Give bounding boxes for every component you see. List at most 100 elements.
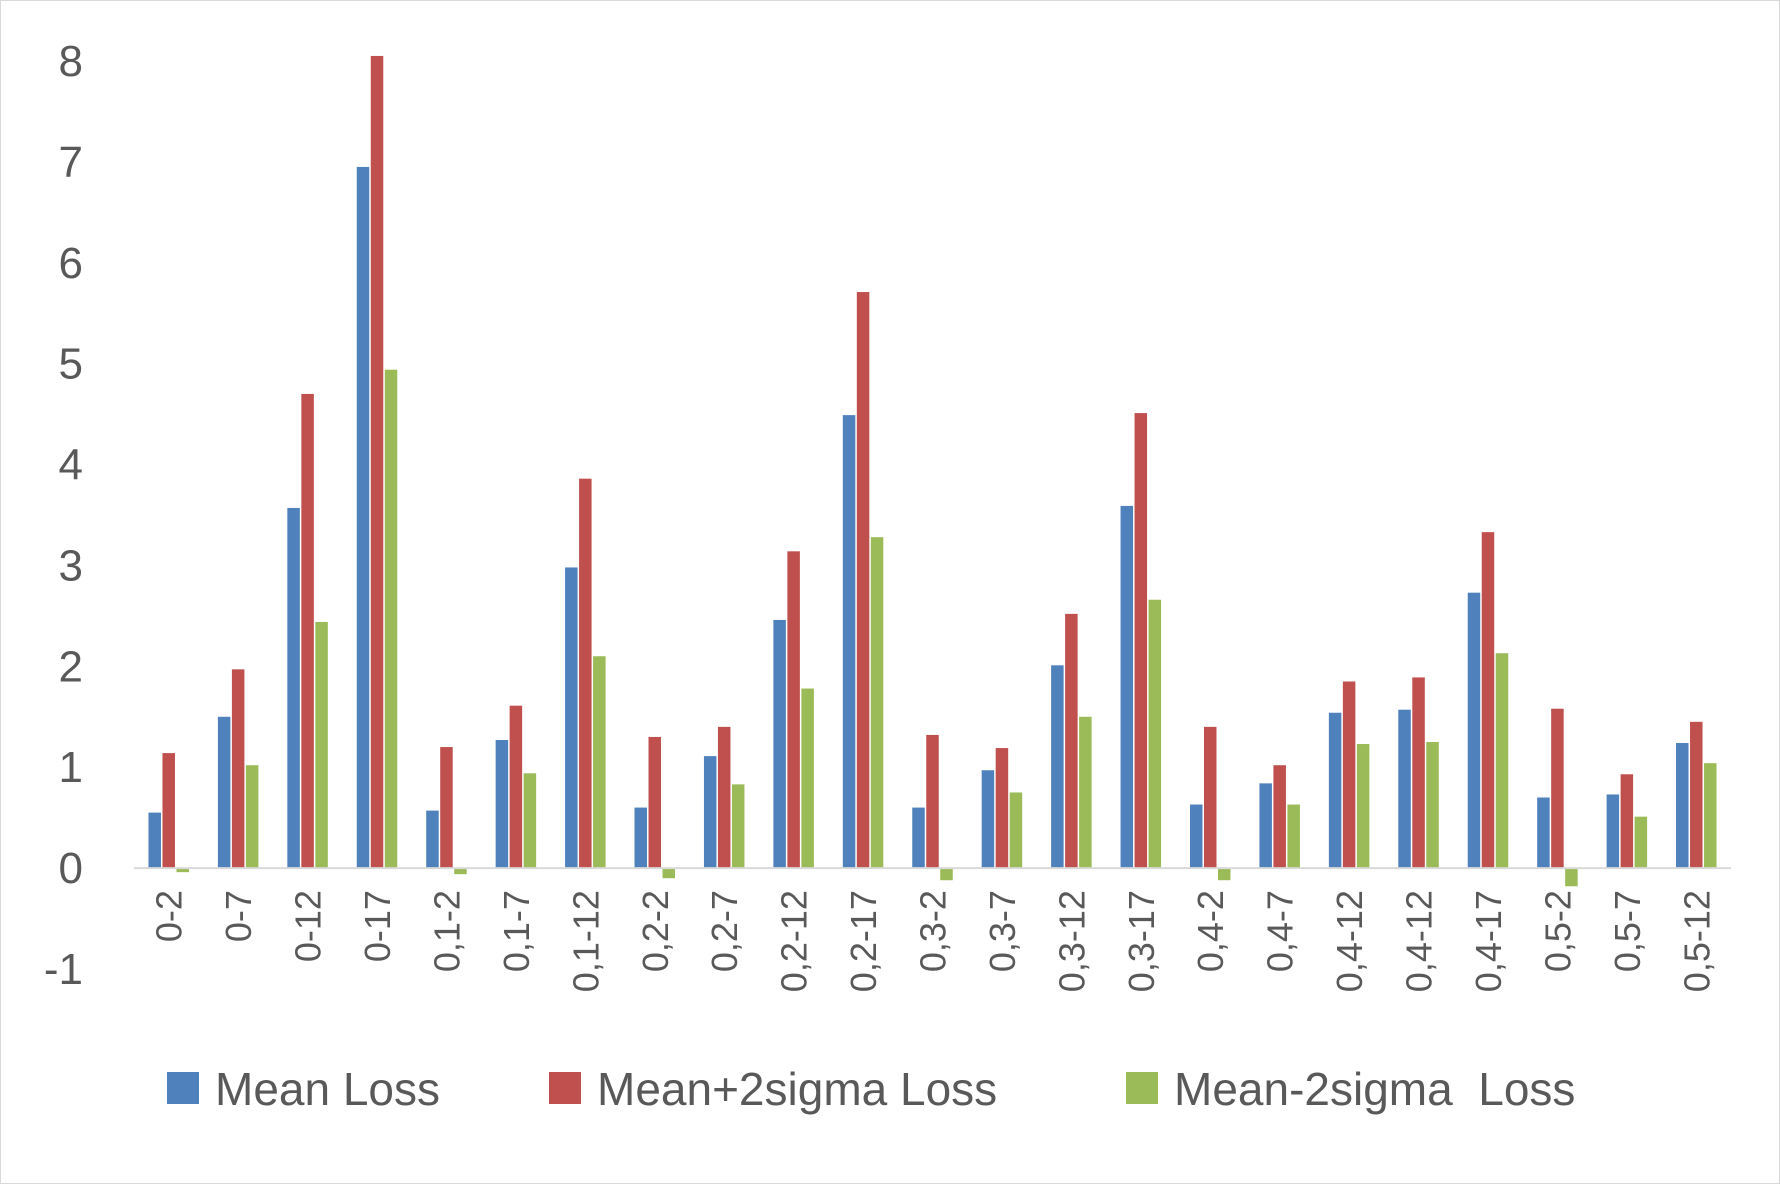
x-tick-label: 0,1-2 [426, 890, 467, 972]
x-tick-label: 0,2-17 [843, 890, 884, 992]
bar-mean-2sigma-loss-18 [1412, 677, 1425, 869]
bar-mean-loss-14 [1120, 505, 1134, 869]
bar-mean-loss-10 [842, 415, 856, 869]
bar-mean-2sigma-loss-11 [940, 868, 953, 881]
legend-swatch [167, 1072, 199, 1104]
legend-label: Mean Loss [215, 1063, 440, 1115]
y-tick-label: 8 [59, 37, 83, 86]
bar-mean-2sigma-loss-11 [926, 734, 939, 869]
bar-mean-2sigma-loss-20 [1565, 868, 1578, 887]
x-tick-label: 0,2-7 [704, 890, 745, 972]
y-tick-label: 0 [59, 844, 83, 893]
bar-mean-2sigma-loss-5 [523, 773, 537, 869]
x-tick-label: 0,3-12 [1051, 890, 1092, 992]
x-tick-label: 0,1-12 [565, 890, 606, 992]
bar-mean-2sigma-loss-22 [1690, 721, 1703, 869]
x-tick-label: 0,4-12 [1399, 890, 1440, 992]
bar-mean-loss-7 [634, 807, 648, 869]
bar-mean-loss-3 [356, 166, 370, 869]
bar-mean-2sigma-loss-19 [1481, 532, 1495, 869]
x-tick-label: 0,5-7 [1607, 890, 1648, 972]
bar-mean-2sigma-loss-0 [176, 868, 189, 873]
bar-mean-2sigma-loss-8 [731, 784, 745, 869]
bar-mean-2sigma-loss-3 [370, 55, 384, 869]
bar-mean-2sigma-loss-1 [231, 669, 245, 869]
bar-mean-loss-6 [565, 567, 578, 869]
y-axis-ticks: -1 0 1 2 3 4 5 6 7 8 [44, 37, 83, 994]
x-tick-label: 0,1-7 [496, 890, 537, 972]
bar-mean-2sigma-loss-17 [1356, 744, 1370, 869]
bar-mean-loss-18 [1398, 709, 1411, 869]
y-tick-label: -1 [44, 945, 83, 994]
bar-mean-2sigma-loss-9 [787, 551, 800, 869]
x-tick-label: 0-7 [218, 890, 259, 942]
bar-mean-loss-13 [1051, 665, 1064, 869]
bar-mean-2sigma-loss-21 [1620, 774, 1634, 869]
bar-mean-loss-19 [1467, 592, 1481, 869]
bar-mean-2sigma-loss-15 [1217, 868, 1231, 881]
x-axis-labels: 0-2 0-7 0-12 0-17 0,1-2 0,1-7 0,1-12 0,2-2 0,2-7… [149, 890, 1718, 992]
x-tick-label: 0,3-17 [1121, 890, 1162, 992]
bar-mean-2sigma-loss-5 [509, 705, 523, 869]
bar-mean-loss-17 [1328, 712, 1342, 869]
bar-mean-2sigma-loss-6 [579, 478, 592, 869]
bar-mean-2sigma-loss-16 [1287, 804, 1300, 869]
legend: Mean Loss Mean+2sigma Loss Mean-2sigma Los… [167, 1063, 1575, 1115]
bar-mean-2sigma-loss-12 [995, 748, 1009, 869]
y-tick-label: 4 [59, 441, 83, 490]
bar-mean-2sigma-loss-18 [1426, 742, 1439, 869]
bar-mean-2sigma-loss-6 [593, 656, 606, 869]
bar-mean-2sigma-loss-14 [1134, 413, 1148, 869]
legend-swatch [549, 1072, 581, 1104]
bar-mean-2sigma-loss-1 [245, 765, 259, 869]
x-tick-label: 0-17 [357, 890, 398, 962]
bar-mean-2sigma-loss-19 [1495, 653, 1509, 869]
y-tick-label: 1 [59, 743, 83, 792]
bar-mean-loss-22 [1676, 743, 1689, 869]
x-tick-label: 0-12 [288, 890, 329, 962]
bars [148, 55, 1717, 887]
x-tick-label: 0,2-2 [635, 890, 676, 972]
x-tick-label: 0,4-2 [1190, 890, 1231, 972]
bar-mean-loss-20 [1537, 797, 1550, 869]
bar-mean-loss-5 [495, 739, 509, 869]
bar-mean-2sigma-loss-7 [648, 736, 662, 869]
x-tick-label: 0-2 [149, 890, 190, 942]
bar-mean-2sigma-loss-10 [870, 537, 884, 869]
y-tick-label: 3 [59, 541, 83, 590]
bar-mean-loss-15 [1189, 804, 1203, 869]
bar-mean-2sigma-loss-13 [1079, 716, 1092, 869]
bar-mean-2sigma-loss-0 [162, 753, 175, 869]
bar-mean-2sigma-loss-15 [1203, 726, 1217, 869]
bar-mean-2sigma-loss-2 [301, 393, 314, 869]
bar-mean-2sigma-loss-22 [1704, 763, 1717, 869]
bar-mean-loss-0 [148, 812, 161, 869]
legend-label: Mean-2sigma Loss [1174, 1063, 1575, 1115]
bar-mean-2sigma-loss-9 [801, 688, 814, 869]
bar-mean-loss-2 [287, 507, 300, 869]
y-tick-label: 5 [59, 340, 83, 389]
x-tick-label: 0,3-2 [913, 890, 954, 972]
bar-mean-2sigma-loss-8 [717, 726, 731, 869]
y-tick-label: 2 [59, 642, 83, 691]
bar-mean-2sigma-loss-10 [856, 292, 870, 869]
x-tick-label: 0,4-17 [1468, 890, 1509, 992]
bar-mean-loss-9 [773, 619, 786, 869]
bar-mean-2sigma-loss-12 [1009, 792, 1023, 869]
bar-mean-loss-16 [1259, 783, 1272, 869]
bar-mean-2sigma-loss-2 [315, 621, 328, 869]
bar-mean-2sigma-loss-16 [1273, 765, 1286, 869]
bar-mean-2sigma-loss-3 [384, 369, 398, 869]
legend-swatch [1126, 1072, 1158, 1104]
bar-mean-loss-4 [426, 810, 439, 869]
x-tick-label: 0,4-12 [1329, 890, 1370, 992]
bar-mean-loss-11 [912, 807, 925, 869]
bar-mean-loss-8 [703, 756, 717, 869]
bar-mean-2sigma-loss-14 [1148, 599, 1162, 869]
bar-mean-2sigma-loss-7 [662, 868, 676, 879]
bar-mean-2sigma-loss-21 [1634, 816, 1648, 869]
x-tick-label: 0,5-12 [1676, 890, 1717, 992]
x-tick-label: 0,3-7 [982, 890, 1023, 972]
